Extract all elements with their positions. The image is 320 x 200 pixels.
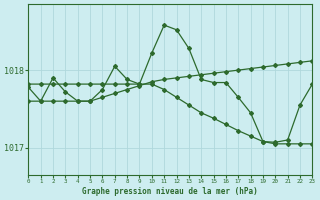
X-axis label: Graphe pression niveau de la mer (hPa): Graphe pression niveau de la mer (hPa) [83,187,258,196]
